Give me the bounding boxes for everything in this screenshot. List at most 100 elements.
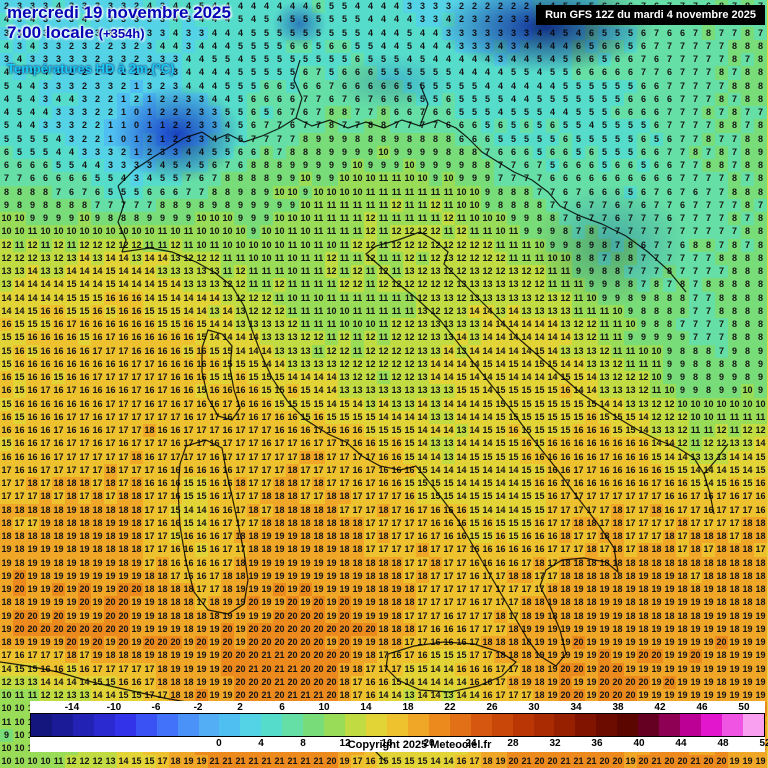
temp-cell: 10	[208, 212, 221, 226]
temp-cell: 20	[624, 689, 637, 703]
temp-cell: 11	[260, 278, 273, 292]
temp-cell: 19	[0, 543, 13, 557]
legend-color-cell	[638, 714, 660, 736]
temp-cell: 7	[754, 26, 767, 40]
temp-cell: 13	[442, 450, 455, 464]
temp-cell: 5	[546, 66, 559, 80]
temp-cell: 15	[169, 503, 182, 517]
temp-cell: 17	[104, 450, 117, 464]
temp-cell: 17	[390, 516, 403, 530]
temp-cell: 14	[520, 371, 533, 385]
temp-cell: 18	[494, 649, 507, 663]
temp-cell: 12	[377, 344, 390, 358]
temp-cell: 18	[78, 556, 91, 570]
temp-cell: 20	[286, 675, 299, 689]
temp-cell: 14	[494, 357, 507, 371]
temp-cell: 6	[65, 172, 78, 186]
temp-cell: 12	[247, 304, 260, 318]
temp-cell: 8	[728, 265, 741, 279]
temp-cell: 17	[403, 649, 416, 663]
temp-cell: 18	[715, 675, 728, 689]
temp-cell: 5	[598, 26, 611, 40]
temp-cell: 15	[195, 490, 208, 504]
temp-cell: 2	[117, 79, 130, 93]
temp-cell: 6	[377, 79, 390, 93]
temp-cell: 5	[598, 53, 611, 67]
temp-cell: 5	[13, 145, 26, 159]
temp-cell: 4	[273, 13, 286, 27]
temp-cell: 6	[247, 145, 260, 159]
temp-cell: 16	[52, 344, 65, 358]
temp-cell: 18	[403, 622, 416, 636]
temp-cell: 8	[741, 357, 754, 371]
temp-cell: 19	[702, 583, 715, 597]
temp-cell: 6	[338, 39, 351, 53]
temp-cell: 9	[611, 291, 624, 305]
temp-cell: 19	[390, 583, 403, 597]
temp-cell: 18	[494, 609, 507, 623]
temp-cell: 13	[416, 344, 429, 358]
temp-cell: 18	[377, 569, 390, 583]
temp-cell: 19	[663, 662, 676, 676]
temp-cell: 19	[247, 556, 260, 570]
temp-cell: 6	[39, 172, 52, 186]
temp-cell: 20	[169, 636, 182, 650]
temp-cell: 2	[130, 53, 143, 67]
temp-cell: 17	[637, 516, 650, 530]
temp-cell: 16	[0, 424, 13, 438]
temp-cell: 6	[520, 145, 533, 159]
temp-cell: 16	[624, 437, 637, 451]
temp-cell: 8	[364, 132, 377, 146]
temp-cell: 4	[468, 66, 481, 80]
temp-cell: 18	[663, 543, 676, 557]
temp-cell: 17	[182, 397, 195, 411]
temp-cell: 20	[325, 649, 338, 663]
temp-cell: 4	[0, 39, 13, 53]
temp-cell: 8	[728, 106, 741, 120]
temp-cell: 19	[351, 649, 364, 663]
temp-cell: 3	[39, 26, 52, 40]
temp-cell: 2	[104, 39, 117, 53]
temp-cell: 12	[351, 371, 364, 385]
temp-cell: 8	[754, 185, 767, 199]
temp-cell: 4	[156, 159, 169, 173]
temp-cell: 19	[611, 636, 624, 650]
temp-cell: 13	[559, 304, 572, 318]
temp-cell: 4	[195, 39, 208, 53]
temp-cell: 13	[377, 384, 390, 398]
temp-cell: 16	[533, 543, 546, 557]
temp-cell: 14	[520, 357, 533, 371]
temp-cell: 10	[689, 410, 702, 424]
temp-cell: 5	[650, 132, 663, 146]
temp-cell: 18	[13, 530, 26, 544]
temp-cell: 16	[507, 543, 520, 557]
temp-cell: 16	[26, 410, 39, 424]
temp-cell: 10	[299, 198, 312, 212]
temp-cell: 5	[390, 53, 403, 67]
temp-cell: 17	[65, 318, 78, 332]
temp-cell: 16	[182, 371, 195, 385]
temp-cell: 7	[650, 198, 663, 212]
temp-cell: 18	[299, 450, 312, 464]
temp-cell: 17	[624, 490, 637, 504]
temp-cell: 8	[715, 251, 728, 265]
temp-cell: 2	[143, 145, 156, 159]
temp-cell: 18	[104, 530, 117, 544]
temp-cell: 11	[325, 278, 338, 292]
temp-cell: 14	[494, 503, 507, 517]
temp-cell: 20	[286, 609, 299, 623]
legend-tick-label: 2	[237, 702, 243, 713]
temp-cell: 17	[728, 503, 741, 517]
temp-cell: 20	[273, 609, 286, 623]
temp-cell: 9	[676, 331, 689, 345]
temp-cell: 7	[247, 132, 260, 146]
temp-cell: 19	[0, 569, 13, 583]
temp-cell: 12	[364, 225, 377, 239]
temp-cell: 16	[169, 357, 182, 371]
temp-cell: 20	[299, 636, 312, 650]
temp-cell: 18	[559, 530, 572, 544]
temp-cell: 16	[117, 291, 130, 305]
temp-cell: 11	[364, 278, 377, 292]
temp-cell: 16	[78, 318, 91, 332]
temp-cell: 16	[78, 662, 91, 676]
